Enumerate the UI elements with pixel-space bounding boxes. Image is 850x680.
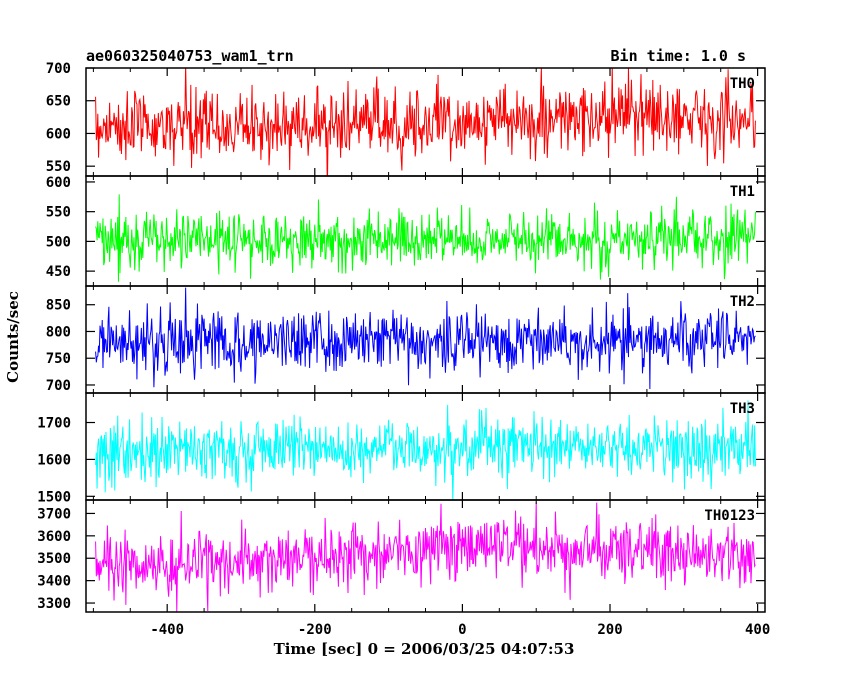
y-tick-label: 550: [46, 205, 71, 221]
y-tick-label: 1600: [37, 452, 71, 468]
y-tick-label: 850: [46, 298, 71, 314]
series-line-th0123: [95, 502, 756, 612]
y-axis-label: Counts/sec: [4, 291, 22, 383]
y-tick-label: 550: [46, 159, 71, 175]
panels-group: 550600650700TH0450500550600TH17007508008…: [37, 61, 770, 638]
bin-time-label: Bin time: 1.0 s: [611, 47, 746, 65]
x-tick-label: 0: [458, 622, 466, 638]
x-axis-label: Time [sec] 0 = 2006/03/25 04:07:53: [274, 640, 575, 658]
y-tick-label: 1500: [37, 489, 71, 505]
panel-label-th2: TH2: [730, 294, 755, 310]
series-line-th0: [95, 68, 756, 176]
y-tick-label: 3300: [37, 596, 71, 612]
x-tick-label: 200: [597, 622, 622, 638]
x-tick-label: -400: [150, 622, 184, 638]
series-line-th1: [95, 194, 756, 282]
y-tick-label: 600: [46, 126, 71, 142]
panel-label-th0: TH0: [730, 76, 755, 92]
x-tick-label: -200: [298, 622, 332, 638]
y-tick-label: 700: [46, 61, 71, 77]
panel-label-th3: TH3: [730, 401, 755, 417]
series-line-th2: [95, 287, 756, 390]
y-tick-label: 700: [46, 378, 71, 394]
y-tick-label: 500: [46, 234, 71, 250]
chart-title: ae060325040753_wam1_trn: [86, 47, 294, 65]
y-tick-label: 1700: [37, 416, 71, 432]
y-tick-label: 3600: [37, 529, 71, 545]
y-tick-label: 750: [46, 351, 71, 367]
x-tick-label: 400: [745, 622, 770, 638]
y-tick-label: 600: [46, 175, 71, 191]
y-tick-label: 3500: [37, 551, 71, 567]
y-tick-label: 450: [46, 264, 71, 280]
y-tick-label: 800: [46, 324, 71, 340]
panel-label-th1: TH1: [730, 184, 755, 200]
y-tick-label: 3700: [37, 506, 71, 522]
y-tick-label: 650: [46, 94, 71, 110]
panel-label-th0123: TH0123: [704, 508, 755, 524]
y-tick-label: 3400: [37, 574, 71, 590]
series-line-th3: [95, 400, 756, 500]
